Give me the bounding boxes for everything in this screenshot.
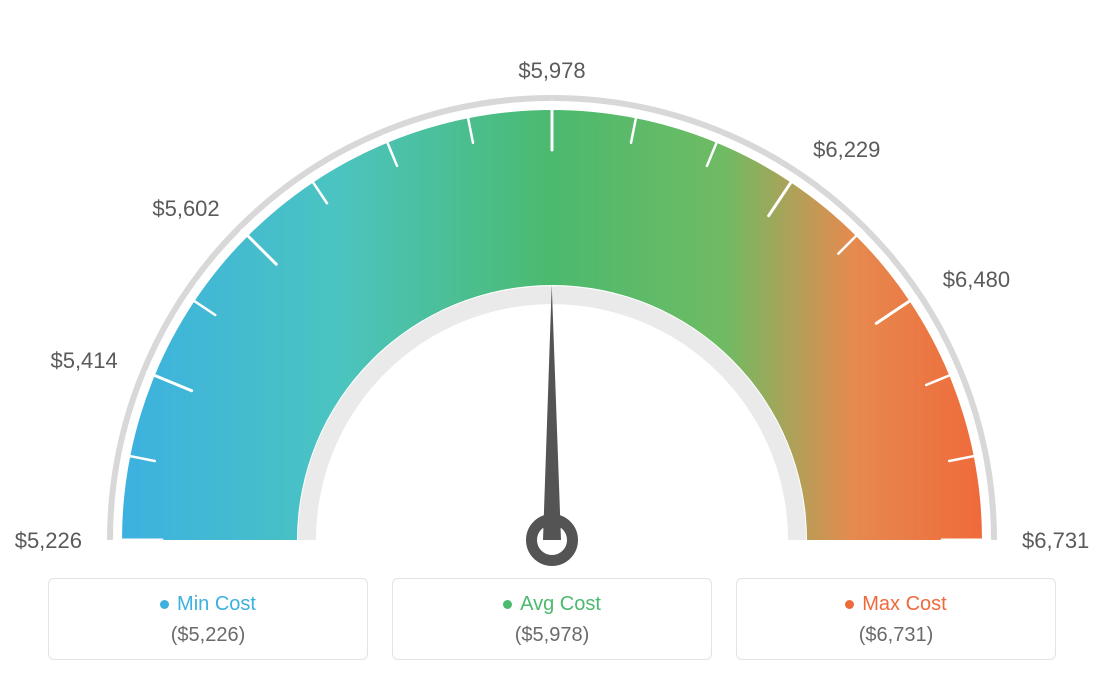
legend-title-max: Max Cost (747, 593, 1045, 616)
legend-title-min: Min Cost (59, 593, 357, 616)
legend-value-min: ($5,226) (59, 624, 357, 647)
legend-row: Min Cost ($5,226) Avg Cost ($5,978) Max … (0, 578, 1104, 660)
gauge-tick-label: $5,602 (150, 196, 220, 222)
gauge-tick-label: $6,480 (943, 267, 1010, 293)
legend-dot-avg (503, 600, 512, 609)
cost-gauge-chart: $5,226 $5,414 $5,602 $5,978 $6,229 $6,480 $6,7… (0, 0, 1104, 690)
gauge-svg (0, 40, 1104, 600)
gauge-tick-label: $6,229 (813, 137, 880, 163)
legend-dot-max (845, 600, 854, 609)
gauge-tick-label: $5,226 (12, 528, 82, 554)
legend-card-avg: Avg Cost ($5,978) (392, 578, 712, 660)
legend-value-avg: ($5,978) (403, 624, 701, 647)
gauge-tick-label: $5,978 (512, 58, 592, 84)
legend-value-max: ($6,731) (747, 624, 1045, 647)
legend-label-max: Max Cost (862, 593, 946, 616)
gauge-tick-label: $5,414 (48, 348, 118, 374)
legend-label-avg: Avg Cost (520, 593, 601, 616)
legend-card-min: Min Cost ($5,226) (48, 578, 368, 660)
legend-title-avg: Avg Cost (403, 593, 701, 616)
gauge-tick-label: $6,731 (1022, 528, 1089, 554)
legend-card-max: Max Cost ($6,731) (736, 578, 1056, 660)
legend-dot-min (160, 600, 169, 609)
gauge-needle (543, 285, 561, 540)
gauge-area: $5,226$5,414$5,602$5,978$6,229$6,480$6,7… (0, 0, 1104, 540)
legend-label-min: Min Cost (177, 593, 256, 616)
